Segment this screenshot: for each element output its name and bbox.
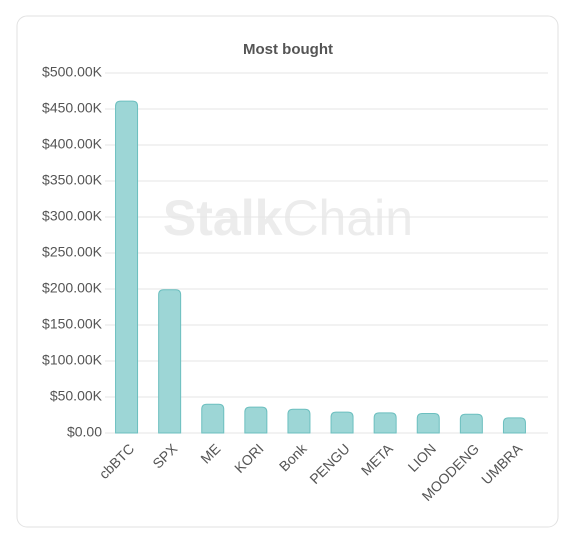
y-tick-label: $450.00K: [42, 100, 103, 116]
y-tick-label: $350.00K: [42, 172, 103, 188]
bar: [373, 412, 397, 434]
y-tick-label: $100.00K: [42, 352, 103, 368]
chart-title: Most bought: [243, 41, 333, 58]
watermark-regular: Chain: [282, 190, 413, 246]
bar: [416, 413, 440, 434]
bar: [115, 100, 139, 434]
y-tick-label: $250.00K: [42, 244, 103, 260]
y-tick-label: $0.00: [67, 424, 102, 440]
y-tick-label: $400.00K: [42, 136, 103, 152]
y-tick-label: $300.00K: [42, 208, 103, 224]
bar: [459, 413, 483, 434]
card: [16, 15, 559, 528]
y-tick-label: $150.00K: [42, 316, 103, 332]
y-tick-label: $50.00K: [50, 388, 103, 404]
bar: [201, 403, 225, 434]
bar: [502, 417, 526, 434]
y-tick-label: $500.00K: [42, 64, 103, 80]
bar: [244, 406, 268, 434]
bar: [158, 289, 182, 434]
bar: [330, 411, 354, 434]
watermark: StalkChain: [163, 190, 413, 246]
watermark-bold: Stalk: [163, 190, 283, 246]
bar: [287, 408, 311, 434]
y-tick-label: $200.00K: [42, 280, 103, 296]
